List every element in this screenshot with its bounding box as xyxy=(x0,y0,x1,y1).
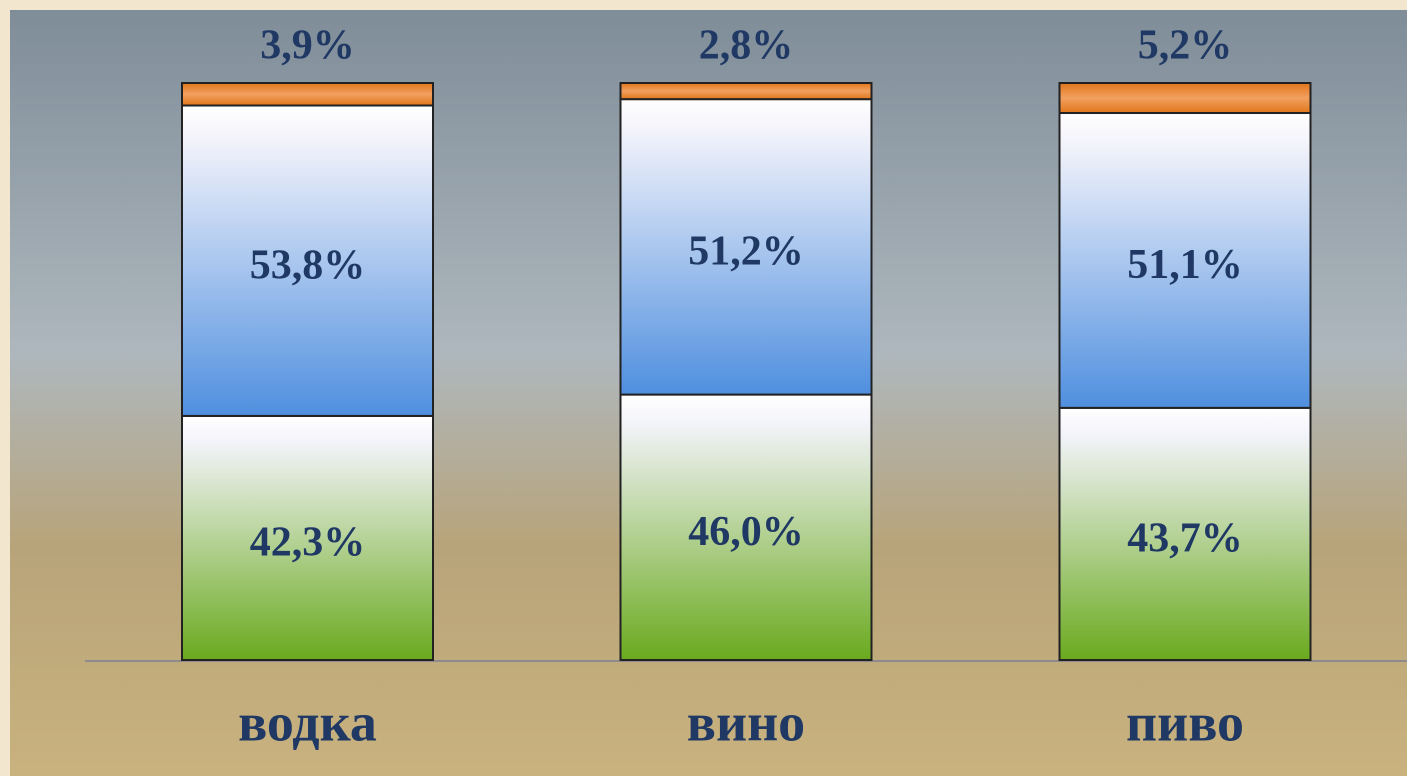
category-label: водка xyxy=(238,692,377,752)
bar-segment xyxy=(621,83,872,99)
value-label: 42,3% xyxy=(250,520,366,566)
value-label: 5,2% xyxy=(1138,23,1233,69)
value-label: 53,8% xyxy=(250,242,366,288)
value-label: 51,2% xyxy=(688,229,804,275)
value-label: 46,0% xyxy=(688,509,804,555)
bar-segment xyxy=(1060,83,1311,113)
value-label: 2,8% xyxy=(699,23,794,69)
value-label: 51,1% xyxy=(1127,242,1243,288)
value-label: 3,9% xyxy=(260,23,355,69)
page: 42,3% 53,8% 3,9% водка 46,0% 51,2% 2,8% вино 43,… xyxy=(0,0,1407,776)
value-label: 43,7% xyxy=(1127,516,1243,562)
category-label: вино xyxy=(687,692,805,752)
chart: 42,3% 53,8% 3,9% водка 46,0% 51,2% 2,8% вино 43,… xyxy=(0,0,1407,776)
category-label: пиво xyxy=(1126,692,1244,752)
bar-segment xyxy=(182,83,433,106)
